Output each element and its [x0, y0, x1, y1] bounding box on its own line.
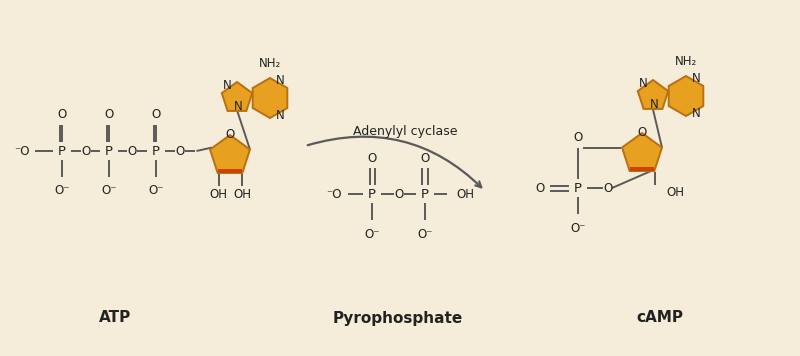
Text: N: N [692, 107, 701, 120]
Text: O: O [394, 188, 403, 200]
Text: ATP: ATP [99, 310, 131, 325]
Text: O: O [638, 126, 646, 140]
Text: O: O [535, 182, 545, 194]
Text: P: P [574, 182, 582, 194]
Text: P: P [58, 145, 66, 157]
Text: P: P [421, 188, 429, 200]
Polygon shape [630, 167, 654, 171]
Text: O: O [58, 109, 66, 121]
Polygon shape [622, 133, 662, 171]
Text: N: N [639, 77, 648, 90]
Polygon shape [210, 135, 250, 173]
Text: O⁻: O⁻ [570, 221, 586, 235]
Text: N: N [276, 74, 285, 87]
Text: P: P [152, 145, 160, 157]
Text: O⁻: O⁻ [148, 184, 164, 198]
Text: P: P [105, 145, 113, 157]
Polygon shape [669, 76, 703, 116]
Text: O: O [81, 145, 90, 157]
Text: Pyrophosphate: Pyrophosphate [333, 310, 463, 325]
Polygon shape [638, 80, 668, 109]
Text: O: O [175, 145, 184, 157]
Text: P: P [368, 188, 376, 200]
Text: cAMP: cAMP [637, 310, 683, 325]
Text: OH: OH [666, 187, 684, 199]
Text: O⁻: O⁻ [364, 227, 380, 241]
Text: NH₂: NH₂ [675, 56, 697, 68]
Text: ⁻O: ⁻O [14, 145, 30, 157]
Polygon shape [222, 82, 252, 111]
Text: O⁻: O⁻ [102, 184, 117, 198]
Text: O: O [367, 152, 377, 166]
Text: N: N [692, 72, 701, 85]
Text: Adenylyl cyclase: Adenylyl cyclase [353, 126, 458, 138]
Text: ⁻O: ⁻O [326, 188, 342, 200]
Text: O: O [226, 129, 234, 141]
Text: O: O [104, 109, 114, 121]
Text: O⁻: O⁻ [418, 227, 433, 241]
Polygon shape [218, 169, 242, 173]
Text: O: O [151, 109, 161, 121]
Text: N: N [650, 98, 658, 111]
Text: OH: OH [210, 188, 228, 201]
Text: O: O [128, 145, 137, 157]
Text: O: O [420, 152, 430, 166]
Text: N: N [223, 79, 232, 92]
Text: O: O [603, 182, 613, 194]
Text: OH: OH [234, 188, 251, 201]
Text: OH: OH [456, 188, 474, 200]
Text: O⁻: O⁻ [54, 184, 70, 198]
Text: N: N [276, 109, 285, 122]
Text: O: O [574, 131, 582, 144]
Text: N: N [234, 100, 242, 113]
Polygon shape [253, 78, 287, 118]
Text: NH₂: NH₂ [259, 58, 281, 70]
